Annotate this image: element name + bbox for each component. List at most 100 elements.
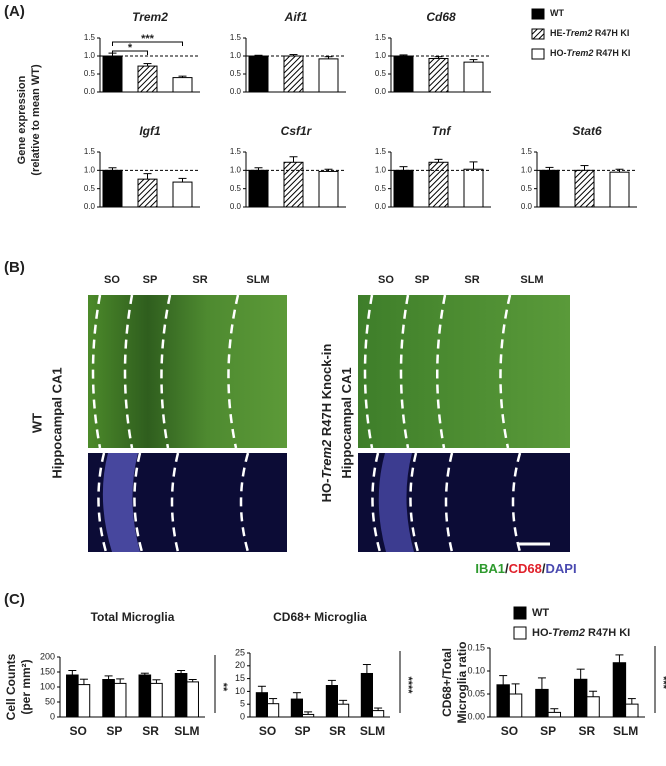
bar — [283, 161, 304, 208]
stain-legend: IBA1/CD68/DAPI — [475, 561, 576, 576]
bar — [625, 703, 639, 718]
legend-label: WT — [550, 8, 564, 18]
error-bar — [327, 679, 336, 686]
bar — [318, 58, 339, 93]
bar — [547, 711, 562, 718]
y-tick-label: 1.0 — [84, 165, 96, 174]
legend-label-part: WT — [532, 607, 549, 619]
bar — [138, 674, 152, 718]
x-tick-label: SR — [142, 724, 159, 738]
image-label-part: HO- — [319, 479, 334, 503]
y-tick-label: 15 — [235, 673, 245, 683]
legend-label-part: Trem2 — [567, 48, 594, 58]
legend-label-part: HO- — [550, 48, 567, 58]
significance-label: * — [128, 42, 133, 54]
y-tick-label: 25 — [235, 647, 245, 657]
x-tick-label: SLM — [360, 724, 385, 738]
bar — [318, 170, 339, 208]
chart-title: Total Microglia — [91, 610, 175, 624]
x-tick-label: SLM — [613, 724, 638, 738]
error-bar — [550, 708, 559, 713]
error-bar — [143, 173, 152, 180]
image-label-part: Hippocampal CA1 — [339, 367, 354, 478]
chart-title: CD68+ Microglia — [273, 610, 367, 624]
significance-label: *** — [141, 33, 155, 45]
y-tick-label: 0.0 — [375, 87, 387, 96]
legend-label-part: HO- — [532, 627, 553, 639]
legend-label: HE-Trem2 R47H KI — [550, 28, 629, 38]
y-tick-label: 1.5 — [375, 33, 387, 42]
bar — [102, 169, 123, 208]
error-bar — [116, 678, 125, 684]
y-tick-label: 10 — [235, 686, 245, 696]
image-label: HO-Trem2 R47H Knock-in — [319, 344, 334, 503]
y-tick-label: 1.0 — [230, 51, 242, 60]
y-tick-label: 0.5 — [521, 184, 533, 193]
layer-label: SR — [464, 274, 479, 286]
bar — [535, 688, 549, 718]
stain-label: / — [542, 561, 546, 576]
bar — [290, 698, 303, 718]
bar — [360, 672, 373, 718]
x-tick-label: SP — [540, 724, 556, 738]
micrograph-ko — [358, 294, 570, 553]
error-bar — [289, 156, 298, 163]
y-tick-label: 1.5 — [84, 147, 96, 156]
bar — [573, 678, 588, 718]
bar — [428, 58, 449, 93]
error-bar — [152, 679, 161, 684]
chart-title: Tnf — [432, 124, 452, 138]
y-tick-label: 1.5 — [230, 147, 242, 156]
bar — [186, 681, 199, 718]
bar — [463, 168, 484, 208]
significance-label: **** — [402, 676, 414, 694]
chart-title: Stat6 — [572, 124, 602, 138]
y-tick-label: 0.0 — [230, 87, 242, 96]
bar — [302, 713, 315, 718]
y-tick-label: 0 — [50, 711, 55, 721]
legend-swatch — [531, 8, 545, 20]
legend-label-part: Trem2 — [566, 28, 593, 38]
y-tick-label: 1.0 — [521, 165, 533, 174]
legend-label-part: Trem2 — [552, 627, 585, 639]
legend-label-part: R47H KI — [592, 28, 629, 38]
bar — [248, 169, 269, 208]
bar — [539, 169, 560, 208]
image-label: Hippocampal CA1 — [339, 367, 354, 478]
y-tick-label: 1.0 — [375, 51, 387, 60]
x-tick-label: SR — [579, 724, 596, 738]
error-bar — [589, 690, 598, 697]
error-bar — [627, 698, 636, 705]
error-bar — [178, 177, 187, 183]
bar — [102, 55, 123, 93]
y-tick-label: 0.10 — [467, 665, 485, 675]
bar — [172, 181, 193, 208]
y-tick-label: 1.0 — [375, 165, 387, 174]
bar — [283, 55, 304, 93]
y-tick-label: 1.5 — [521, 147, 533, 156]
bar — [609, 171, 630, 208]
y-axis-label: Microglia ratio — [455, 641, 469, 723]
bar — [496, 684, 510, 718]
y-tick-label: 0.5 — [375, 184, 387, 193]
error-bar — [104, 675, 113, 680]
bar — [428, 161, 449, 208]
y-tick-label: 0.0 — [230, 202, 242, 211]
error-bar — [362, 664, 371, 674]
legend-swatch — [531, 48, 545, 60]
x-tick-label: SP — [106, 724, 122, 738]
chart-title: Aif1 — [284, 10, 308, 24]
legend-label-part: HE- — [550, 28, 566, 38]
y-tick-label: 150 — [40, 666, 55, 676]
error-bar — [615, 654, 624, 663]
y-tick-label: 0.5 — [84, 69, 96, 78]
y-tick-label: 0.0 — [84, 202, 96, 211]
error-bar — [469, 161, 478, 170]
image-label: WT — [29, 413, 44, 433]
image-label: Hippocampal CA1 — [49, 367, 64, 478]
y-axis-label: (per mm²) — [19, 659, 33, 714]
bar — [150, 682, 163, 718]
bar — [113, 682, 127, 718]
y-tick-label: 1.0 — [84, 51, 96, 60]
y-axis-label: Gene expression — [16, 75, 28, 164]
